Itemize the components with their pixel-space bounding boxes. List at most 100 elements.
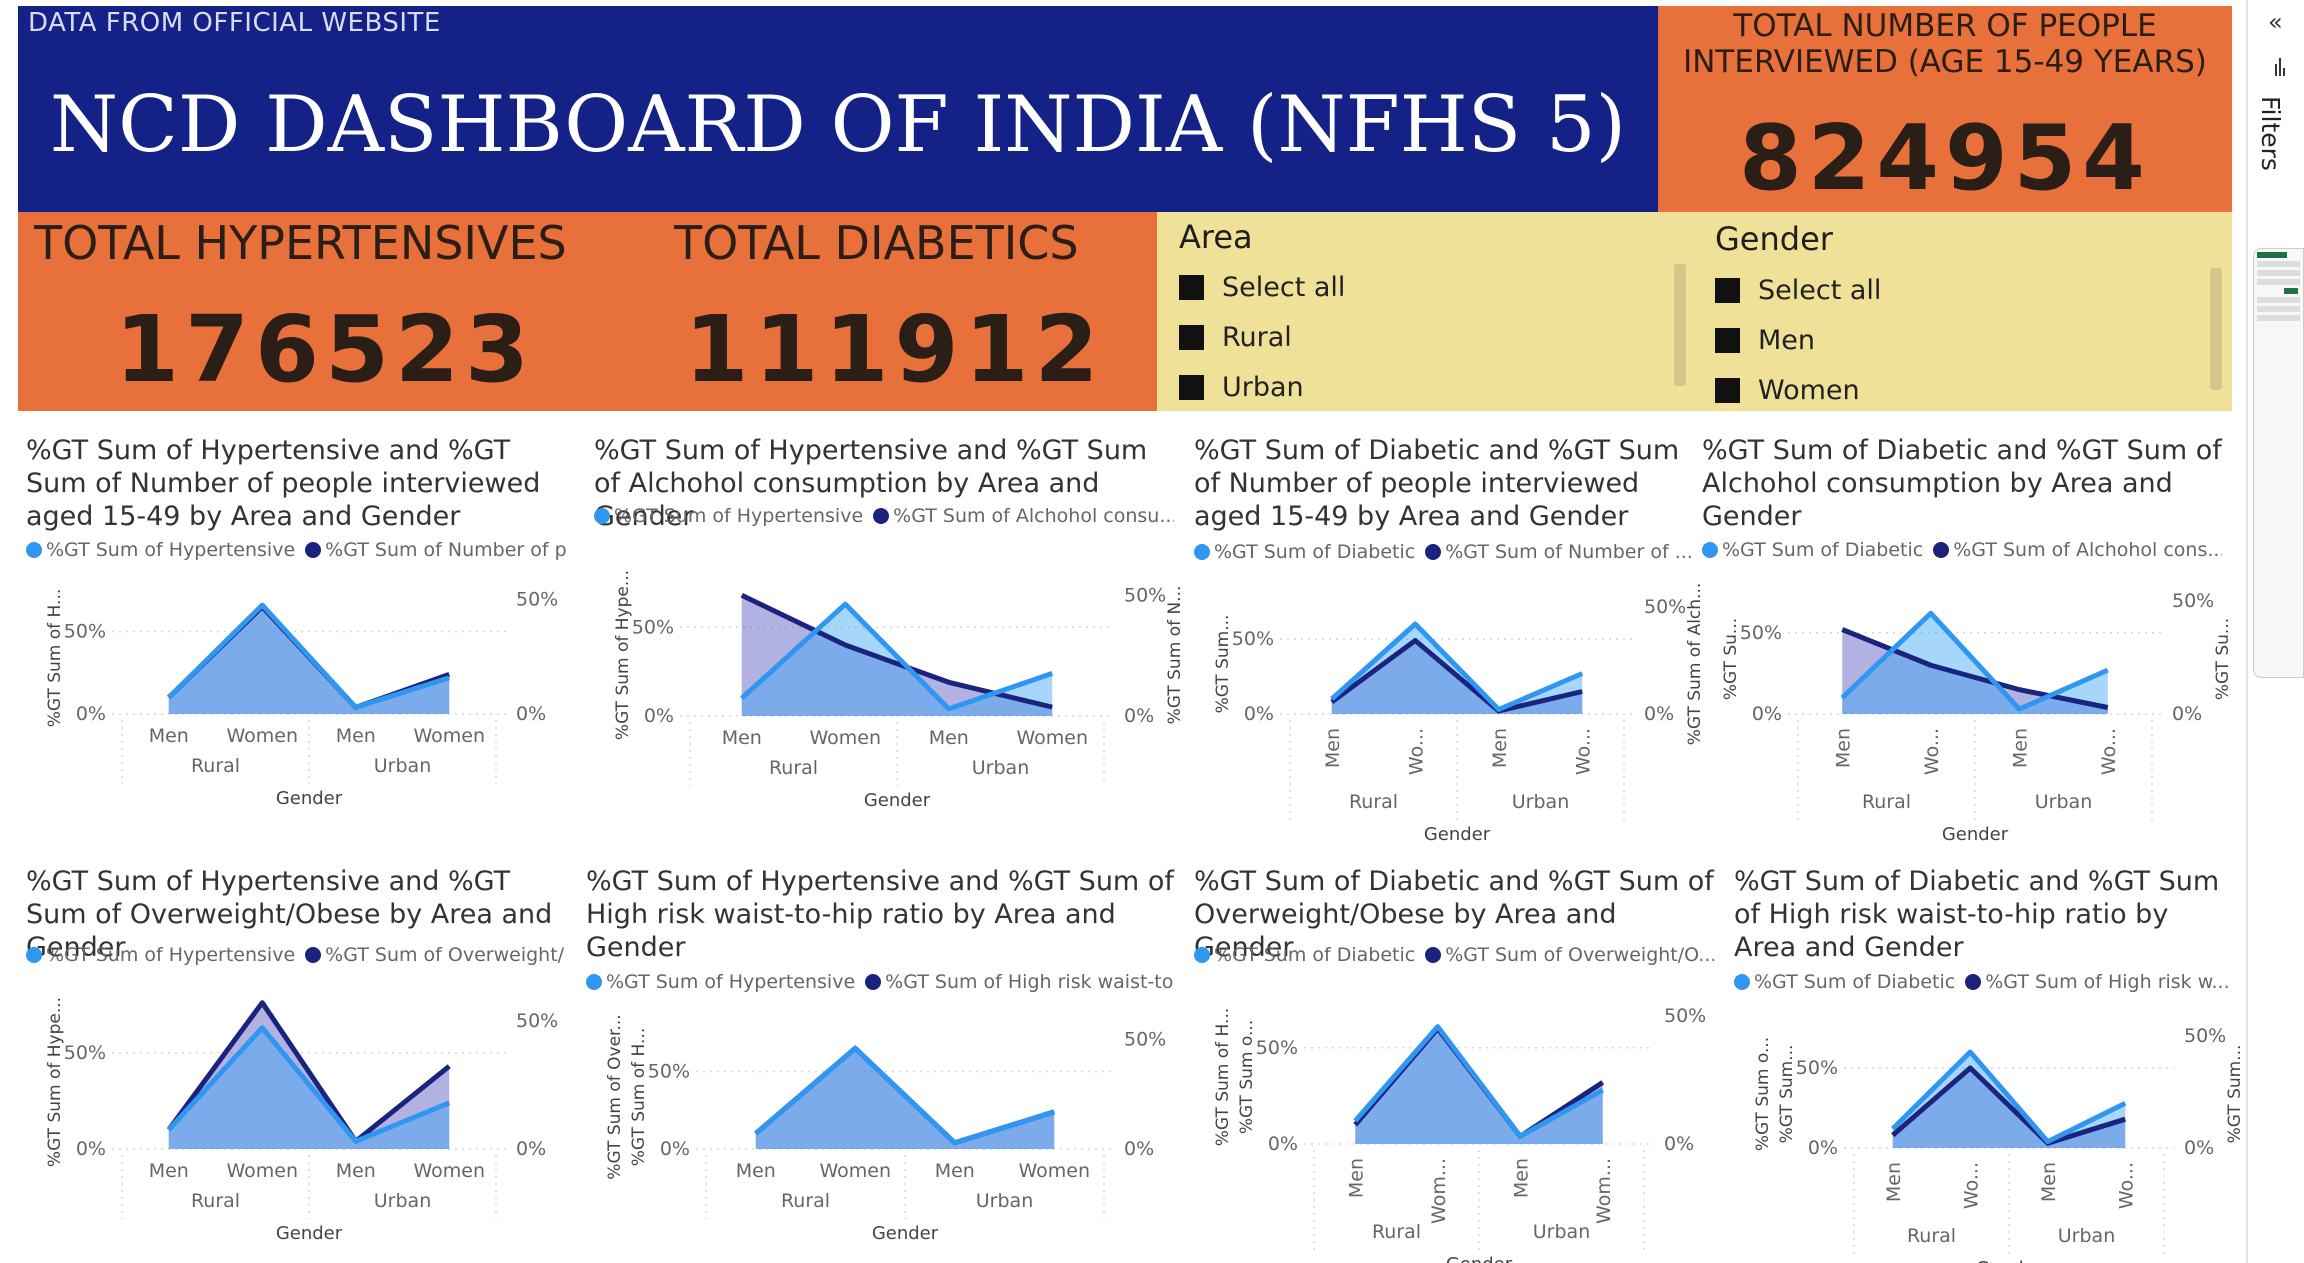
- y-tick-label-left: 0%: [1268, 1133, 1298, 1155]
- area-option-rural[interactable]: Rural: [1179, 317, 1292, 357]
- area-option-select-all[interactable]: Select all: [1179, 267, 1345, 307]
- chart-legend[interactable]: %GT Sum of Diabetic %GT Sum of Number of …: [1194, 540, 1694, 564]
- gender-option-label: Women: [1758, 374, 1860, 406]
- legend-item[interactable]: %GT Sum of Number of ...: [1425, 541, 1693, 563]
- legend-item[interactable]: %GT Sum of Number of p...: [305, 539, 566, 561]
- area-chart-7[interactable]: %GT Sum of Diabetic and %GT Sum of Overw…: [1194, 865, 1714, 1263]
- area-chart-3[interactable]: %GT Sum of Diabetic and %GT Sum of Numbe…: [1194, 434, 1705, 845]
- checkbox-icon[interactable]: [1715, 277, 1740, 303]
- area-chart-2[interactable]: %GT Sum of Hypertensive and %GT Sum of A…: [594, 434, 1185, 836]
- x-axis-title: Gender: [276, 788, 343, 809]
- area-chart-5[interactable]: %GT Sum of Hypertensive and %GT Sum of O…: [26, 865, 566, 1263]
- slicer-panel: Area Select all Rural Urban Gender Selec…: [1157, 212, 2232, 411]
- x-tick-label: Women: [809, 727, 881, 749]
- gender-option-label: Men: [1758, 324, 1816, 356]
- legend-dot-icon: [305, 542, 322, 558]
- chart-title: %GT Sum of Hypertensive and %GT Sum of N…: [26, 435, 541, 532]
- y-tick-label-left: 0%: [644, 705, 674, 727]
- chart-legend[interactable]: %GT Sum of Hypertensive %GT Sum of Number…: [26, 538, 566, 562]
- area-chart-1[interactable]: %GT Sum of Hypertensive and %GT Sum of N…: [26, 434, 566, 834]
- kpi-card-diabetics[interactable]: TOTAL DIABETICS 111912: [632, 212, 1157, 411]
- legend-label: %GT Sum of Number of ...: [1445, 541, 1693, 563]
- x-axis-title: Gender: [872, 1223, 939, 1244]
- chart-legend[interactable]: %GT Sum of Diabetic %GT Sum of Alchohol c…: [1702, 538, 2222, 562]
- area-chart-8[interactable]: %GT Sum of Diabetic and %GT Sum of High …: [1734, 865, 2245, 1263]
- legend-item[interactable]: %GT Sum of High risk w...: [1965, 971, 2230, 993]
- chart-plot: 50% 0% 50% 0% %GT Sum o...%GT Sum of H... Men…: [1213, 1005, 1706, 1263]
- checkbox-icon[interactable]: [1715, 377, 1740, 403]
- x-group-label: Rural: [1349, 791, 1398, 813]
- gender-slicer-scrollbar[interactable]: [2210, 268, 2222, 390]
- kpi-card-interviewed[interactable]: TOTAL NUMBER OF PEOPLE INTERVIEWED (AGE …: [1658, 6, 2232, 212]
- area-chart-4[interactable]: %GT Sum of Diabetic and %GT Sum of Alcho…: [1702, 434, 2233, 845]
- chart-plot: 50% 0% 50% 0% %GT Sum... %GT Sum of Alch... Me…: [1213, 583, 1705, 845]
- legend-item[interactable]: %GT Sum of Diabetic: [1194, 541, 1415, 563]
- x-group-label: Rural: [1862, 791, 1911, 813]
- excel-thumbnail[interactable]: [2253, 248, 2304, 678]
- series-line-2: [1891, 1065, 2126, 1146]
- series-line-1: [1890, 1049, 2127, 1145]
- filters-label[interactable]: Filters: [2256, 96, 2285, 171]
- y-tick-label-left: 50%: [1796, 1057, 1838, 1079]
- chart-plot: 50% 0% 50% 0% %GT Su... %GT Su... Men Wo... Men W…: [1721, 590, 2233, 845]
- y-tick-label-right: 0%: [2172, 703, 2202, 725]
- gender-option-women[interactable]: Women: [1715, 370, 1860, 410]
- x-tick-label: Men: [1883, 1162, 1905, 1202]
- legend-item[interactable]: %GT Sum of Overweight/...: [305, 944, 566, 966]
- x-axis-title: Gender: [276, 1223, 343, 1244]
- legend-dot-icon: [594, 508, 610, 524]
- kpi-card-hypertensives[interactable]: TOTAL HYPERTENSIVES 176523: [18, 212, 632, 411]
- y-axis-title-left: %GT Sum of H...: [629, 1028, 649, 1167]
- x-tick-label: Women: [1016, 727, 1088, 749]
- filter-icon[interactable]: [2272, 58, 2288, 76]
- series-line-1: [166, 1025, 451, 1144]
- x-tick-label: Men: [149, 725, 189, 747]
- y-tick-label-right: 0%: [1664, 1133, 1694, 1155]
- area-slicer-scrollbar[interactable]: [1674, 264, 1686, 386]
- thumbnail-bar: [2284, 288, 2298, 294]
- gender-option-men[interactable]: Men: [1715, 320, 1815, 360]
- chart-plot: 50%0%50%0%%GT Sum...%GT Sum o... %GT Sum.…: [1753, 1025, 2245, 1263]
- legend-dot-icon: [1702, 542, 1718, 558]
- legend-item[interactable]: %GT Sum of Overweight/O...: [1425, 944, 1714, 966]
- chart-legend[interactable]: %GT Sum of Hypertensive %GT Sum of High r…: [586, 970, 1174, 994]
- legend-item[interactable]: %GT Sum of Alchohol consu...: [873, 505, 1174, 527]
- x-axis-title: Gender: [1942, 824, 2009, 845]
- legend-dot-icon: [1734, 974, 1750, 990]
- legend-item[interactable]: %GT Sum of Alchohol cons...: [1933, 539, 2222, 561]
- legend-item[interactable]: %GT Sum of High risk waist-to...: [865, 971, 1174, 993]
- chart-plot: 50% 0% 50% 0% %GT Sum of Hype... %GT Sum of N…: [613, 570, 1185, 811]
- checkbox-icon[interactable]: [1179, 324, 1204, 350]
- legend-item[interactable]: %GT Sum of Hypertensive: [586, 971, 855, 993]
- legend-dot-icon: [1194, 544, 1210, 560]
- legend-item[interactable]: %GT Sum of Hypertensive: [26, 944, 295, 966]
- thumbnail-bar: [2257, 306, 2300, 312]
- chart-legend[interactable]: %GT Sum of Hypertensive %GT Sum of Alchoh…: [594, 504, 1174, 528]
- chart-legend[interactable]: %GT Sum of Hypertensive %GT Sum of Overwe…: [26, 943, 566, 967]
- area-option-urban[interactable]: Urban: [1179, 367, 1304, 407]
- area-option-label: Rural: [1222, 321, 1292, 353]
- gender-option-select-all[interactable]: Select all: [1715, 270, 1881, 310]
- y-tick-label-left: 0%: [1752, 703, 1782, 725]
- x-tick-label: Men: [722, 727, 762, 749]
- checkbox-icon[interactable]: [1179, 374, 1204, 400]
- x-tick-label: Men: [736, 1160, 776, 1182]
- checkbox-icon[interactable]: [1715, 327, 1740, 353]
- x-group-label: Rural: [781, 1190, 830, 1212]
- collapse-icon[interactable]: «: [2268, 8, 2283, 36]
- thumbnail-bar: [2257, 297, 2300, 303]
- legend-dot-icon: [1933, 542, 1950, 558]
- chart-legend[interactable]: %GT Sum of Diabetic %GT Sum of Overweight…: [1194, 943, 1714, 967]
- legend-item[interactable]: %GT Sum of Diabetic: [1702, 539, 1923, 561]
- legend-item[interactable]: %GT Sum of Hypertensive: [26, 539, 295, 561]
- legend-label: %GT Sum of Hypertensive: [46, 539, 296, 561]
- legend-item[interactable]: %GT Sum of Diabetic: [1734, 971, 1955, 993]
- area-chart-6[interactable]: %GT Sum of Hypertensive and %GT Sum of H…: [586, 865, 1174, 1263]
- legend-label: %GT Sum of Diabetic: [1214, 541, 1416, 563]
- legend-item[interactable]: %GT Sum of Diabetic: [1194, 944, 1415, 966]
- chart-legend[interactable]: %GT Sum of Diabetic %GT Sum of High risk …: [1734, 970, 2234, 994]
- x-tick-label: Wo...: [1960, 1162, 1982, 1209]
- x-tick-label: Men: [336, 1160, 376, 1182]
- legend-item[interactable]: %GT Sum of Hypertensive: [594, 505, 863, 527]
- checkbox-icon[interactable]: [1179, 274, 1204, 300]
